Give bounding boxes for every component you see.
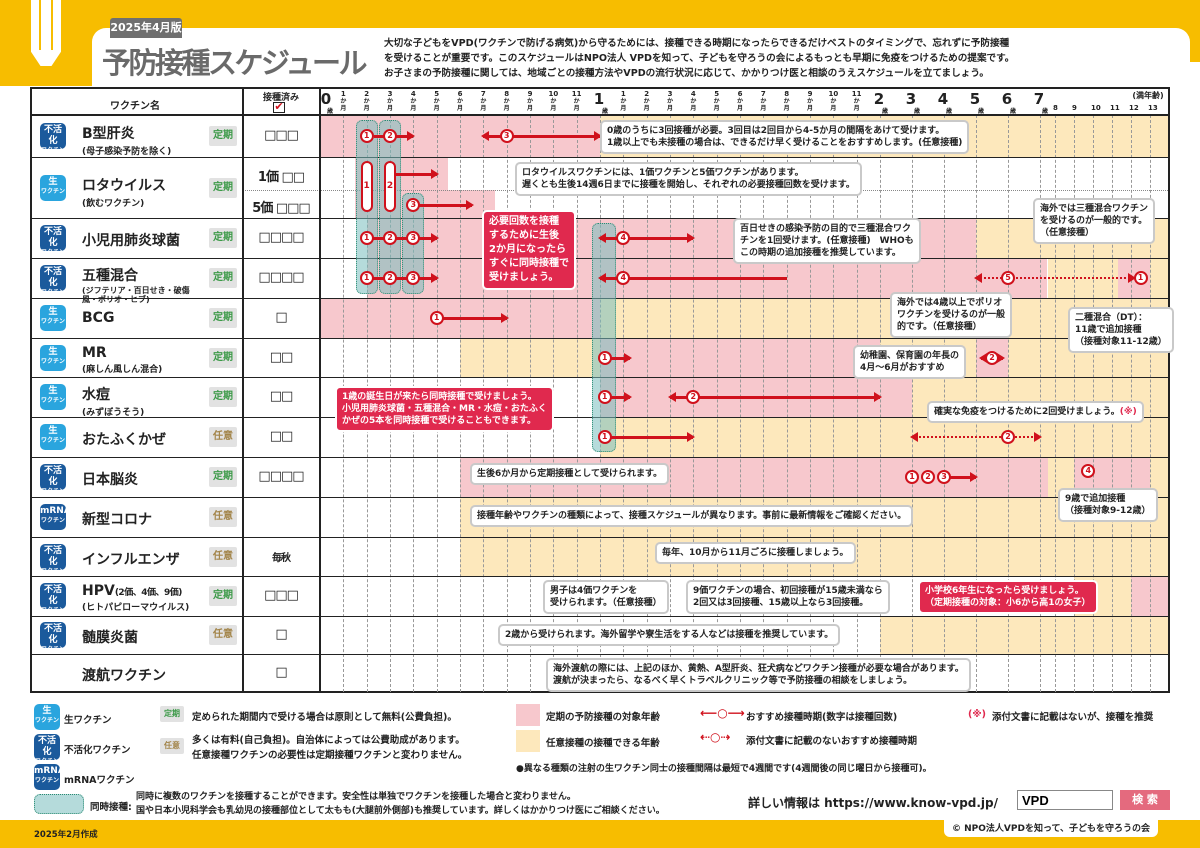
optional-badge: 任意 [160, 738, 184, 754]
note-line: 海外では4歳以上でポリオ [897, 298, 1003, 308]
note-line: 遅くとも生後14週6日までに接種を開始し、それぞれの必要接種回数を受けます。 [522, 180, 855, 190]
note-line: ワクチンを受けるのが一般 [897, 310, 1006, 320]
note-line: 11歳で追加接種 [1075, 325, 1142, 335]
note-rota: ロタウイルスワクチンには、1価ワクチンと5価ワクチンがあります。遅くとも生後14… [515, 162, 862, 196]
pencil-icon [29, 0, 63, 78]
legend-simultaneous-label: 同時接種: [90, 802, 132, 813]
header-panel [92, 28, 1190, 86]
note-line: 9価ワクチンの場合、初回接種が15歳未満なら [693, 586, 883, 596]
note-line: 0歳のうちに3回接種が必要。3回目は2回目から4-5か月の間隔をあけて受けます。 [607, 126, 945, 136]
note-line: 二種混合（DT）： [1075, 313, 1148, 323]
note-line: かぜの5本を同時接種で受けることもできます。 [342, 416, 537, 426]
legend-mrna: mRNAワクチン [64, 775, 135, 786]
live-vaccine-icon: 生ワクチン [34, 704, 60, 730]
optional-range-swatch [516, 730, 540, 752]
note-line: 1歳の誕生日が来たら同時接種で受けましょう。 [342, 392, 537, 402]
legend-live: 生ワクチン [64, 715, 112, 726]
note-meningococcal: 2歳から受けられます。海外留学や寮生活をする人などは接種を推奨しています。 [498, 624, 841, 646]
legend-asterisk: 添付文書に記載はないが、接種を推奨 [992, 712, 1154, 723]
legend-optional-range: 任意接種の接種できる年齢 [546, 738, 660, 749]
legend-line: 多くは有料(自己負担)。自治体によっては公費助成があります。 [192, 735, 465, 746]
legend-regular-text: 定められた期間内で受ける場合は原則として無料(公費負担)。 [192, 712, 457, 723]
mrna-vaccine-icon: mRNA ワクチン [34, 764, 65, 790]
legend-regular-range: 定期の予防接種の対象年齢 [546, 712, 661, 723]
note-line: 男子は4価ワクチンを [550, 586, 638, 596]
info-url[interactable]: 詳しい情報は https://www.know-vpd.jp/ [748, 796, 999, 810]
regular-badge: 定期 [160, 706, 184, 722]
note-line: 4月～6月がおすすめ [860, 363, 945, 373]
description-line: お子さまの予防接種に関しては、地域ごとの接種方法やVPDの流行状況に応じて、かか… [384, 68, 989, 79]
note-line: 幼稚園、保育園の年長の [860, 351, 960, 361]
note-pertussis: 百日せきの感染予防の目的で三種混合ワク チンを1回受けます。(任意接種) WHOも… [733, 218, 921, 264]
note-line: すぐに同時接種で [489, 258, 569, 269]
asterisk-mark: (※) [1119, 407, 1137, 417]
description-line: を受けることが重要です。このスケジュールはNPO法人 VPDを知って、子どもを守… [384, 53, 1015, 64]
simultaneous-swatch [34, 794, 84, 814]
dotted-arrow-icon: ⇠○⇢ [700, 730, 731, 744]
note-mumps: 確実な免疫をつけるために2回受けましょう。(※) [927, 401, 1144, 423]
note-line: 受けられます。（任意接種） [550, 598, 662, 608]
note-line: （任意接種） [1040, 228, 1095, 238]
note-two-months: 必要回数を接種 するために生後 2か月になったら すぐに同時接種で 受けましょう。 [482, 210, 576, 290]
note-hepb: 0歳のうちに3回接種が必要。3回目は2回目から4-5か月の間隔をあけて受けます。… [600, 120, 970, 154]
regular-range-swatch [516, 704, 540, 726]
note-line: 小児用肺炎球菌・五種混合・MR・水痘・おたふく [342, 404, 547, 414]
note-line: 1歳以上でも未接種の場合は、できるだけ早く受けることをおすすめします。(任意接種… [607, 138, 963, 148]
description-line: 大切な子どもをVPD(ワクチンで防げる病気)から守るためには、接種できる時期にな… [384, 38, 1010, 49]
search-button[interactable]: 検 索 [1120, 790, 1170, 810]
note-dt: 二種混合（DT）： 11歳で追加接種 （接種対象11-12歳） [1068, 307, 1174, 353]
note-first-birthday: 1歳の誕生日が来たら同時接種で受けましょう。 小児用肺炎球菌・五種混合・MR・水痘… [335, 386, 554, 432]
legend-recommended: おすすめ接種時期(数字は接種回数) [746, 712, 898, 723]
note-hpv-male: 男子は4価ワクチンを受けられます。（任意接種） [543, 580, 669, 614]
note-polio: 海外では4歳以上でポリオ ワクチンを受けるのが一般 的です。（任意接種） [890, 292, 1013, 338]
created-date: 2025年2月作成 [34, 830, 98, 840]
description: 大切な子どもをVPD(ワクチンで防げる病気)から守るためには、接種できる時期にな… [384, 36, 1194, 81]
note-je: 生後6か月から定期接種として受けられます。 [470, 463, 670, 485]
note-line: ロタウイルスワクチンには、1価ワクチンと5価ワクチンがあります。 [522, 168, 804, 178]
note-line: この時期の追加接種を推奨しています。 [740, 248, 901, 258]
note-line: チンを1回受けます。(任意接種) WHOも [740, 236, 914, 246]
note-line: を受けるのが一般的です。 [1040, 216, 1148, 226]
note-hpv-girls: 小学校6年生になったら受けましょう。 （定期接種の対象：小6から高1の女子） [918, 580, 1098, 614]
note-je-booster: 9歳で追加接種 （接種対象9-12歳） [1058, 488, 1158, 522]
legend-simultaneous-text: 同時に複数のワクチンを接種することができます。安全性は単独でワクチンを接種した場… [136, 790, 665, 818]
legend-line: 国や日本小児科学会も乳幼児の接種部位として太もも(大腿前外側部)も推奨しています… [136, 806, 665, 816]
note-line: 海外では三種混合ワクチン [1040, 204, 1149, 214]
note-line: するために生後 [489, 230, 559, 241]
legend-line: 任意接種ワクチンの必要性は定期接種ワクチンと変わりません。 [192, 750, 468, 761]
search-input[interactable] [1017, 790, 1113, 810]
inactivated-vaccine-icon: 不活化 ワクチン [34, 734, 60, 765]
note-line: （接種対象11-12歳） [1075, 337, 1167, 347]
note-line: 的です。（任意接種） [897, 322, 982, 332]
legend-inactivated: 不活化ワクチン [64, 745, 131, 756]
note-line: 9歳で追加接種 [1065, 494, 1126, 504]
legend-live-interval: ●異なる種類の注射の生ワクチン同士の接種間隔は最短で4週間です(4週間後の同じ曜… [516, 764, 932, 774]
note-covid: 接種年齢やワクチンの種類によって、接種スケジュールが異なります。事前に最新情報を… [470, 505, 914, 527]
note-line: 受けましょう。 [489, 272, 559, 283]
note-line: 2か月になったら [489, 244, 566, 255]
page-title: 予防接種スケジュール [102, 46, 367, 80]
legend-optional-text: 多くは有料(自己負担)。自治体によっては公費助成があります。 任意接種ワクチンの必… [192, 733, 467, 763]
note-mr: 幼稚園、保育園の年長の 4月～6月がおすすめ [853, 345, 967, 379]
note-overseas-dtp: 海外では三種混合ワクチン を受けるのが一般的です。 （任意接種） [1033, 198, 1156, 244]
legend-line: 同時に複数のワクチンを接種することができます。安全性は単独でワクチンを接種した場… [136, 792, 576, 802]
note-flu: 毎年、10月から11月ごろに接種しましょう。 [655, 542, 856, 564]
note-hpv-9: 9価ワクチンの場合、初回接種が15歳未満なら 2回又は3回接種、15歳以上なら3回… [686, 580, 890, 614]
note-line: 確実な免疫をつけるために2回受けましょう。 [934, 407, 1120, 417]
asterisk-mark: (※) [968, 709, 986, 720]
legend-recommended-unlisted: 添付文書に記載のないおすすめ接種時期 [746, 736, 918, 747]
note-line: 2回又は3回接種、15歳以上なら3回接種。 [693, 598, 869, 608]
edition-tab: 2025年4月版 [110, 18, 182, 38]
note-line: 必要回数を接種 [489, 216, 559, 227]
note-line: 海外渡航の際には、上記のほか、黄熱、A型肝炎、狂犬病などワクチン接種が必要な場合… [553, 664, 964, 674]
note-line: 渡航が決まったら、なるべく早くトラベルクリニック等で予防接種の相談をしましょう。 [553, 676, 913, 686]
note-line: 百日せきの感染予防の目的で三種混合ワク [740, 224, 912, 234]
note-line: （定期接種の対象：小6から高1の女子） [925, 598, 1091, 608]
note-line: 小学校6年生になったら受けましょう。 [925, 586, 1084, 596]
recommended-arrow-icon: ⟵○⟶ [700, 706, 745, 720]
note-line: （接種対象9-12歳） [1065, 506, 1151, 516]
note-travel: 海外渡航の際には、上記のほか、黄熱、A型肝炎、狂犬病などワクチン接種が必要な場合… [546, 658, 971, 692]
copyright: © NPO法人VPDを知って、子どもを守ろうの会 [944, 818, 1159, 837]
